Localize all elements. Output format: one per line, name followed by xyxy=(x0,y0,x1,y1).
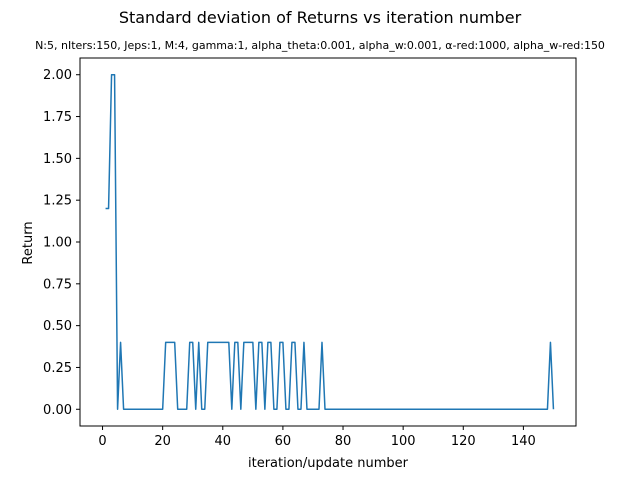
y-tick-label: 0.25 xyxy=(43,361,72,376)
x-tick-label: 0 xyxy=(98,434,106,449)
y-tick-label: 0.75 xyxy=(43,277,72,292)
y-axis: 0.00 0.25 0.50 0.75 1.00 1.25 1.50 1.75 2.00 xyxy=(43,68,80,418)
y-tick-label: 1.00 xyxy=(43,236,72,251)
y-tick-label: 2.00 xyxy=(43,68,72,83)
series-line xyxy=(105,73,555,411)
x-tick-label: 120 xyxy=(451,434,476,449)
x-axis-label: iteration/update number xyxy=(248,456,409,471)
chart-subtitle: N:5, nIters:150, Jeps:1, M:4, gamma:1, a… xyxy=(35,39,605,52)
x-axis: 0 20 40 60 80 100 120 140 xyxy=(98,426,536,449)
y-tick-label: 0.50 xyxy=(43,319,72,334)
x-tick-label: 80 xyxy=(335,434,352,449)
y-tick-label: 1.75 xyxy=(43,110,72,125)
x-tick-label: 40 xyxy=(215,434,232,449)
x-tick-label: 20 xyxy=(154,434,171,449)
x-tick-label: 100 xyxy=(391,434,416,449)
y-tick-label: 0.00 xyxy=(43,403,72,418)
x-tick-label: 140 xyxy=(511,434,536,449)
x-tick-label: 60 xyxy=(275,434,292,449)
chart-title: Standard deviation of Returns vs iterati… xyxy=(119,8,522,27)
plot-area xyxy=(105,73,555,411)
y-axis-label: Return xyxy=(21,221,36,264)
plot-frame xyxy=(79,57,577,427)
y-tick-label: 1.25 xyxy=(43,194,72,209)
y-tick-label: 1.50 xyxy=(43,152,72,167)
